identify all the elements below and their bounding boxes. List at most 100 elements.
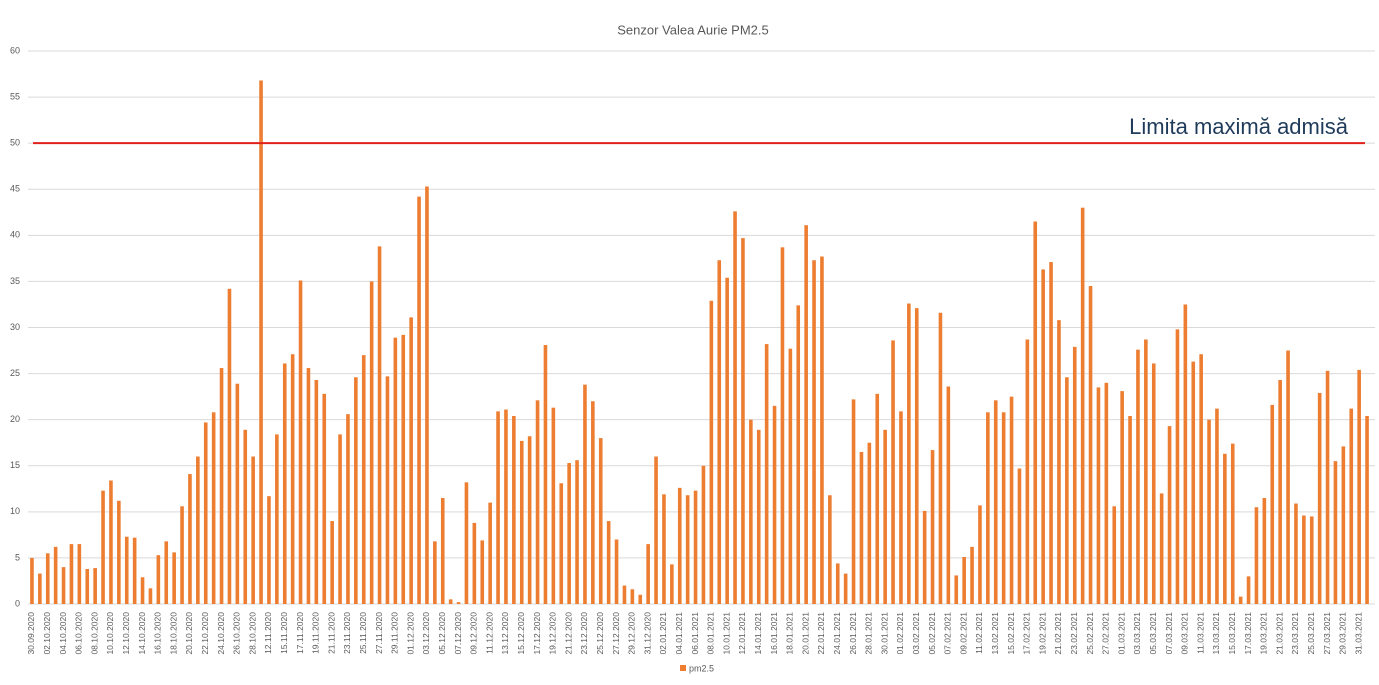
x-tick-label: 23.11.2020 [342, 612, 352, 654]
bar [970, 546, 974, 604]
x-tick-label: 16.01.2021 [769, 612, 779, 655]
bar [756, 429, 761, 604]
bar [677, 487, 682, 604]
bar [504, 409, 508, 604]
bar [954, 575, 959, 604]
y-tick-label: 15 [10, 460, 20, 470]
x-tick-label: 03.02.2021 [911, 612, 921, 655]
x-tick-label: 27.12.2020 [611, 612, 621, 655]
bar [1207, 419, 1211, 604]
bar [77, 544, 82, 604]
bar [219, 368, 224, 604]
bar [622, 585, 627, 604]
bar [519, 440, 524, 604]
bar [132, 537, 137, 604]
bar [101, 490, 105, 604]
x-tick-label: 25.03.2021 [1306, 612, 1316, 655]
bar [117, 500, 121, 604]
x-tick-label: 17.12.2020 [532, 612, 542, 655]
y-tick-label: 20 [10, 414, 20, 424]
bar [425, 186, 429, 605]
x-tick-label: 25.02.2021 [1085, 612, 1095, 655]
bar [1088, 286, 1093, 604]
y-tick-label: 5 [15, 552, 20, 562]
x-tick-label: 23.02.2021 [1069, 612, 1079, 655]
x-tick-label: 14.01.2021 [753, 612, 763, 655]
x-tick-label: 12.10.2020 [121, 612, 131, 655]
x-tick-label: 05.02.2021 [927, 612, 937, 655]
bar [45, 553, 50, 604]
bar [1183, 304, 1188, 604]
y-tick-label: 0 [15, 598, 20, 608]
bar [1136, 349, 1140, 604]
bar [993, 400, 998, 604]
bar [211, 412, 216, 604]
bar [480, 540, 485, 604]
bar [61, 567, 66, 604]
bar [1017, 468, 1022, 604]
bar [725, 277, 729, 604]
y-tick-label: 35 [10, 276, 20, 286]
x-tick-label: 11.03.2021 [1195, 612, 1205, 654]
bar [188, 474, 192, 604]
bar [693, 490, 698, 604]
x-tick-label: 22.10.2020 [200, 612, 210, 655]
x-tick-label: 24.10.2020 [216, 612, 226, 655]
bar [614, 539, 619, 604]
bar [1009, 396, 1014, 604]
x-tick-label: 05.03.2021 [1148, 612, 1158, 655]
bar [1223, 453, 1227, 604]
bar [314, 380, 319, 604]
bar [867, 442, 872, 604]
bar [709, 300, 714, 604]
bar [654, 456, 658, 604]
bar [986, 412, 990, 604]
bar [859, 451, 864, 604]
bar [962, 556, 966, 604]
x-tick-label: 19.03.2021 [1259, 612, 1269, 655]
bar [1302, 515, 1306, 604]
x-tick-label: 24.01.2021 [832, 612, 842, 655]
x-tick-label: 29.03.2021 [1338, 612, 1348, 655]
bar [1072, 346, 1077, 604]
bar [1278, 380, 1282, 604]
bar [1325, 370, 1330, 604]
x-tick-label: 28.01.2021 [864, 612, 874, 655]
x-tick-label: 02.01.2021 [658, 612, 668, 655]
x-tick-label: 27.02.2021 [1101, 612, 1111, 655]
y-tick-label: 50 [10, 138, 20, 148]
bar [575, 460, 579, 604]
bar [1215, 408, 1219, 604]
x-tick-label: 21.02.2021 [1053, 612, 1063, 655]
bar [1151, 363, 1156, 604]
bar [780, 247, 785, 604]
bar [180, 506, 184, 604]
bar [1120, 391, 1124, 604]
bar [1333, 461, 1338, 604]
x-tick-label: 08.10.2020 [89, 612, 99, 655]
x-tick-label: 01.12.2020 [405, 612, 415, 655]
bar [488, 502, 492, 604]
bar [267, 496, 271, 604]
bar [733, 211, 737, 604]
y-tick-label: 55 [10, 91, 20, 101]
bar [741, 238, 745, 604]
bar [1065, 377, 1069, 604]
bar [456, 602, 461, 604]
bar [567, 462, 571, 604]
bar [701, 465, 706, 604]
bar [282, 363, 287, 604]
bar [1309, 516, 1314, 604]
bar [1080, 207, 1085, 604]
bar [1159, 493, 1164, 604]
bar [1104, 382, 1109, 604]
bar [606, 521, 611, 604]
bar [140, 577, 145, 604]
bar [764, 344, 769, 604]
bar [417, 196, 421, 604]
bar [527, 436, 532, 604]
bar [156, 555, 161, 604]
x-tick-label: 13.02.2021 [990, 612, 1000, 655]
x-tick-label: 21.11.2020 [326, 612, 336, 654]
x-tick-label: 15.11.2020 [279, 612, 289, 654]
